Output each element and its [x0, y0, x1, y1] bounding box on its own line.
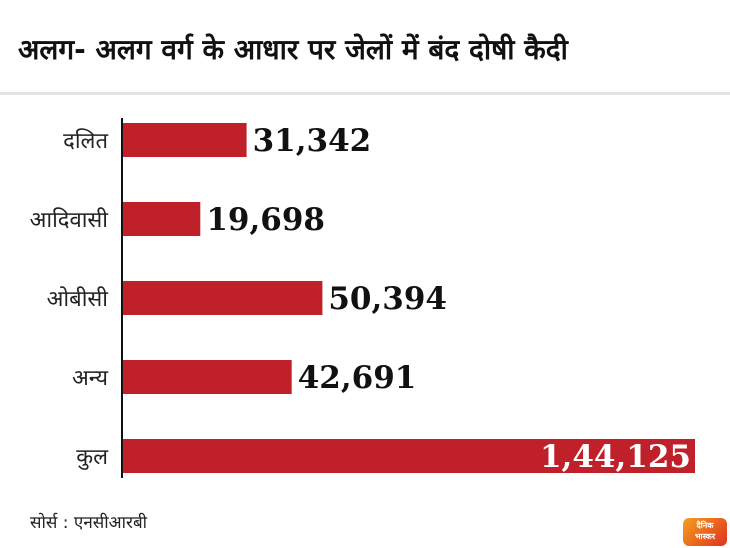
value-label-adivasi: 19,698	[206, 202, 325, 238]
bar-kul	[122, 439, 695, 473]
value-label-obc: 50,394	[328, 281, 447, 317]
value-label-kul: 1,44,125	[540, 439, 691, 475]
category-label-anya: अन्य	[72, 366, 109, 391]
logo-line-2: भास्कर	[694, 532, 716, 541]
category-label-kul: कुल	[76, 445, 109, 470]
bar-dalit	[122, 123, 247, 157]
logo-line-1: दैनिक	[696, 521, 714, 530]
title-divider	[0, 92, 730, 95]
value-label-dalit: 31,342	[253, 123, 372, 159]
category-label-dalit: दलित	[63, 128, 108, 154]
category-label-adivasi: आदिवासी	[30, 207, 109, 233]
value-label-anya: 42,691	[298, 360, 417, 396]
bars-layer: दलित 31,342 आदिवासी 19,698 ओबीसी 50,394 अन्य 42…	[30, 123, 695, 475]
bar-obc	[122, 281, 323, 315]
bar-anya	[122, 360, 292, 394]
category-label-obc: ओबीसी	[47, 286, 109, 312]
source-note: सोर्स : एनसीआरबी	[30, 513, 148, 533]
dainik-bhaskar-logo	[683, 518, 727, 546]
logo-text: दैनिक भास्कर	[686, 520, 724, 542]
bar-adivasi	[122, 202, 201, 236]
chart-title: अलग- अलग वर्ग के आधार पर जेलों में बंद द…	[18, 33, 568, 66]
